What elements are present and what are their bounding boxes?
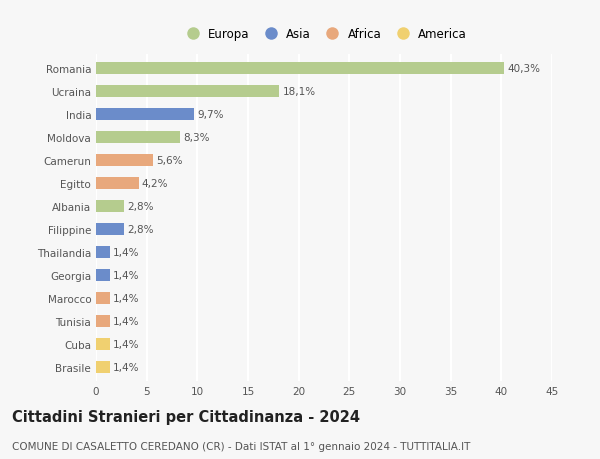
Text: 1,4%: 1,4% — [113, 362, 140, 372]
Legend: Europa, Asia, Africa, America: Europa, Asia, Africa, America — [181, 28, 467, 41]
Bar — [96, 361, 110, 374]
Text: 1,4%: 1,4% — [113, 247, 140, 257]
Bar — [96, 315, 110, 328]
Text: 8,3%: 8,3% — [183, 133, 209, 143]
Text: 2,8%: 2,8% — [127, 224, 154, 235]
Text: 4,2%: 4,2% — [142, 179, 168, 189]
Text: 1,4%: 1,4% — [113, 270, 140, 280]
Bar — [96, 131, 180, 144]
Bar — [96, 177, 139, 190]
Text: 2,8%: 2,8% — [127, 202, 154, 212]
Bar — [96, 200, 124, 213]
Text: 1,4%: 1,4% — [113, 339, 140, 349]
Bar — [96, 292, 110, 305]
Text: Cittadini Stranieri per Cittadinanza - 2024: Cittadini Stranieri per Cittadinanza - 2… — [12, 409, 360, 425]
Bar — [96, 223, 124, 236]
Text: 18,1%: 18,1% — [283, 87, 316, 97]
Text: 5,6%: 5,6% — [156, 156, 182, 166]
Text: 1,4%: 1,4% — [113, 316, 140, 326]
Bar — [96, 154, 153, 167]
Text: 9,7%: 9,7% — [197, 110, 224, 120]
Bar — [96, 246, 110, 259]
Text: COMUNE DI CASALETTO CEREDANO (CR) - Dati ISTAT al 1° gennaio 2024 - TUTTITALIA.I: COMUNE DI CASALETTO CEREDANO (CR) - Dati… — [12, 441, 470, 451]
Bar — [96, 338, 110, 351]
Bar — [96, 108, 194, 121]
Text: 1,4%: 1,4% — [113, 293, 140, 303]
Bar — [96, 269, 110, 282]
Bar — [96, 62, 505, 75]
Bar — [96, 85, 280, 98]
Text: 40,3%: 40,3% — [508, 64, 541, 74]
